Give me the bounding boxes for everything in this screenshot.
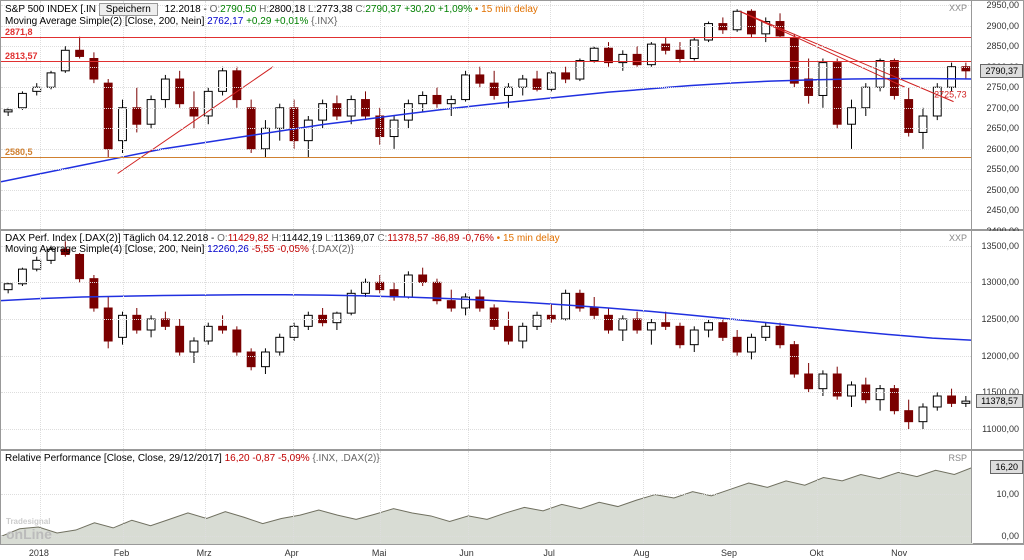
y-tick: 10,00 <box>996 489 1019 499</box>
p2-chg: -86,89 <box>431 233 459 244</box>
logo-main: onLine <box>6 526 52 542</box>
x-tick: Mrz <box>197 548 212 558</box>
p1-c-lbl: C: <box>355 4 365 15</box>
y-tick: 2450,00 <box>986 205 1019 215</box>
p1-delay: • 15 min delay <box>475 4 538 15</box>
x-tick: Jun <box>459 548 474 558</box>
p1-h: 2800,18 <box>269 4 305 15</box>
y-tick: 2600,00 <box>986 144 1019 154</box>
p1-chg: +30,20 <box>404 4 435 15</box>
p1-ma-pct: +0,01% <box>274 16 308 27</box>
p1-pct: +1,09% <box>438 4 472 15</box>
p2-ma-sym: {.DAX(2)} <box>312 244 354 255</box>
p2-h: 11442,19 <box>281 233 322 244</box>
logo-sub: Tradesignal <box>6 517 52 526</box>
p2-o: 11429,82 <box>228 233 269 244</box>
p1-yaxis: 2400,002450,002500,002550,002600,002650,… <box>971 1 1023 229</box>
p1-ma-lbl: Moving Average Simple(2) [Close, 200, Ne… <box>5 16 204 27</box>
svg-text:2725,73: 2725,73 <box>934 90 967 100</box>
price-flag: 2790,37 <box>980 64 1023 78</box>
x-tick: Aug <box>634 548 650 558</box>
p1-o: 2790,50 <box>220 4 256 15</box>
p2-c: 11378,57 <box>387 233 428 244</box>
p3-pct: -5,09% <box>278 453 310 464</box>
y-tick: 2650,00 <box>986 123 1019 133</box>
p2-h-lbl: H: <box>271 233 281 244</box>
p3-chg: -0,87 <box>252 453 275 464</box>
y-tick: 2850,00 <box>986 41 1019 51</box>
p2-ma-pct: -0,05% <box>277 244 309 255</box>
y-tick: 2750,00 <box>986 82 1019 92</box>
p1-corner: XXP <box>949 3 967 13</box>
x-tick: 2018 <box>29 548 49 558</box>
p1-date: 12.2018 - <box>165 4 210 15</box>
hline-label: 2871,8 <box>5 27 33 37</box>
x-tick: Apr <box>285 548 299 558</box>
y-tick: 2550,00 <box>986 164 1019 174</box>
p2-title: DAX Perf. Index [.DAX(2)] Täglich 04.12.… <box>5 233 217 244</box>
save-button[interactable]: Speichern <box>99 3 158 16</box>
price-flag: 11378,57 <box>976 394 1023 408</box>
y-tick: 12500,00 <box>981 314 1019 324</box>
p2-corner: XXP <box>949 233 967 243</box>
hline-label: 2580,5 <box>5 147 33 157</box>
y-tick: 2900,00 <box>986 21 1019 31</box>
y-tick: 2950,00 <box>986 0 1019 10</box>
p3-val: 16,20 <box>225 453 250 464</box>
p3-corner: RSP <box>948 453 967 463</box>
p1-l: 2773,38 <box>316 4 352 15</box>
x-tick: Mai <box>372 548 387 558</box>
y-tick: 11000,00 <box>982 424 1019 434</box>
panel-dax: DAX Perf. Index [.DAX(2)] Täglich 04.12.… <box>0 230 1024 450</box>
p2-yaxis: 11000,0011500,0012000,0012500,0013000,00… <box>971 231 1023 449</box>
x-tick: Feb <box>114 548 130 558</box>
p2-l: 11369,07 <box>334 233 375 244</box>
panel2-header: DAX Perf. Index [.DAX(2)] Täglich 04.12.… <box>5 233 560 255</box>
x-tick: Sep <box>721 548 737 558</box>
panel3-header: Relative Performance [Close, Close, 29/1… <box>5 453 380 464</box>
y-tick: 13000,00 <box>981 277 1019 287</box>
panel-spx: S&P 500 INDEX [.IN Speichern 12.2018 - O… <box>0 0 1024 230</box>
y-tick: 12000,00 <box>981 351 1019 361</box>
p2-delay: • 15 min delay <box>497 233 560 244</box>
p2-o-lbl: O: <box>217 233 228 244</box>
p1-ma-chg: +0,29 <box>246 16 271 27</box>
p2-pct: -0,76% <box>462 233 494 244</box>
p1-chart: 2725,73 <box>1 1 973 231</box>
p1-ma-val: 2762,17 <box>207 16 243 27</box>
p2-c-lbl: C: <box>377 233 387 244</box>
p1-o-lbl: O: <box>210 4 221 15</box>
x-tick: Nov <box>891 548 907 558</box>
x-tick: Jul <box>543 548 555 558</box>
panel1-header: S&P 500 INDEX [.IN Speichern 12.2018 - O… <box>5 3 538 27</box>
price-flag: 16,20 <box>990 460 1023 474</box>
y-tick: 2700,00 <box>986 103 1019 113</box>
y-tick: 0,00 <box>1001 531 1019 541</box>
p1-c: 2790,37 <box>365 4 401 15</box>
panel-relperf: Relative Performance [Close, Close, 29/1… <box>0 450 1024 544</box>
x-tick: Okt <box>809 548 823 558</box>
y-tick: 13500,00 <box>981 241 1019 251</box>
panel1-title: S&P 500 INDEX [.IN <box>5 4 96 15</box>
p3-yaxis: 0,00 10,00 16,20 <box>971 451 1023 543</box>
p2-chart <box>1 231 973 451</box>
p3-chart <box>1 451 973 545</box>
logo: Tradesignal onLine <box>6 520 52 542</box>
hline-label: 2813,57 <box>5 51 38 61</box>
y-tick: 2500,00 <box>986 185 1019 195</box>
p2-ma-chg: -5,55 <box>252 244 275 255</box>
p3-sym: {.INX, .DAX(2)} <box>312 453 379 464</box>
p1-h-lbl: H: <box>259 4 269 15</box>
x-axis: 2018 Feb Mrz Apr Mai Jun Jul Aug Sep Okt Nov <box>0 544 1024 560</box>
p2-ma-lbl: Moving Average Simple(4) [Close, 200, Ne… <box>5 244 204 255</box>
p2-ma-val: 12260,26 <box>207 244 249 255</box>
p1-ma-sym: {.INX} <box>311 16 337 27</box>
p2-l-lbl: L: <box>325 233 333 244</box>
p3-title: Relative Performance [Close, Close, 29/1… <box>5 453 222 464</box>
